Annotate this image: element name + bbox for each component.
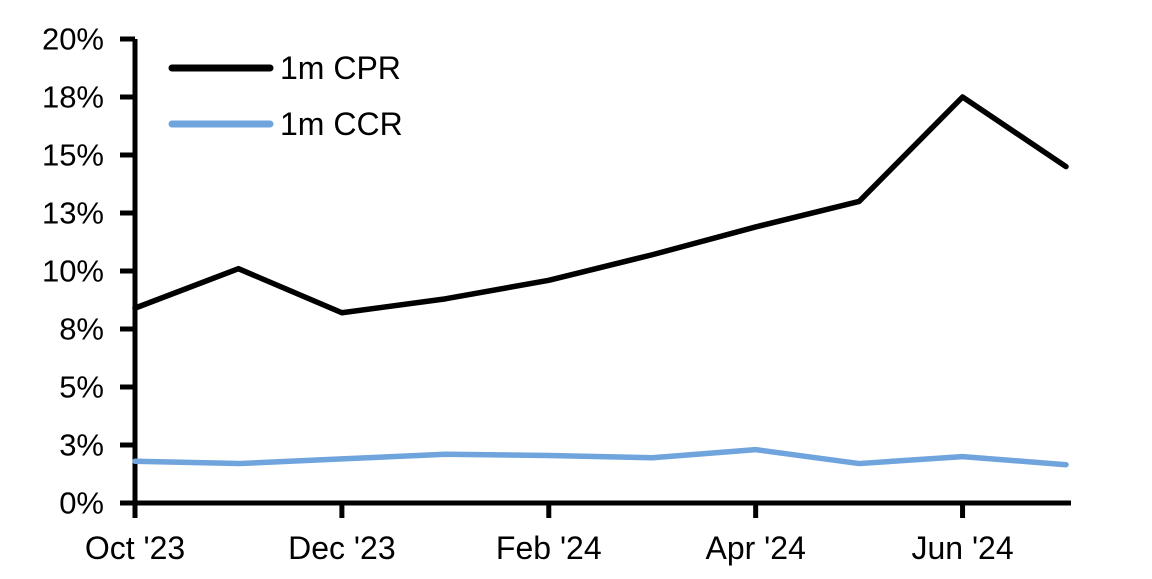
- legend: 1m CPR 1m CCR: [168, 50, 403, 142]
- y-axis: 0% 3% 5% 8% 10% 13% 15% 18% 20%: [42, 22, 138, 521]
- y-tick-label: 13%: [42, 196, 104, 231]
- x-tick-label: Feb '24: [496, 530, 602, 566]
- y-tick-label: 3%: [59, 428, 104, 463]
- y-tick-label: 15%: [42, 138, 104, 173]
- y-tick-label: 0%: [59, 486, 104, 521]
- y-tick-label: 8%: [59, 312, 104, 347]
- series-line-1m-cpr: [132, 94, 1069, 316]
- x-axis: Oct '23 Dec '23 Feb '24 Apr '24 Jun '24: [85, 500, 1071, 566]
- series-line-1m-ccr: [132, 446, 1069, 468]
- y-tick-label: 20%: [42, 22, 104, 57]
- y-tick-label: 10%: [42, 254, 104, 289]
- x-tick-label: Apr '24: [705, 530, 805, 566]
- x-tick-label: Dec '23: [288, 530, 396, 566]
- series-lines: [132, 94, 1069, 468]
- x-tick-label: Oct '23: [85, 530, 185, 566]
- legend-label-1m-ccr: 1m CCR: [280, 106, 403, 142]
- x-tick-label: Jun '24: [911, 530, 1013, 566]
- y-tick-label: 5%: [59, 370, 104, 405]
- y-tick-label: 18%: [42, 80, 104, 115]
- legend-label-1m-cpr: 1m CPR: [280, 50, 401, 86]
